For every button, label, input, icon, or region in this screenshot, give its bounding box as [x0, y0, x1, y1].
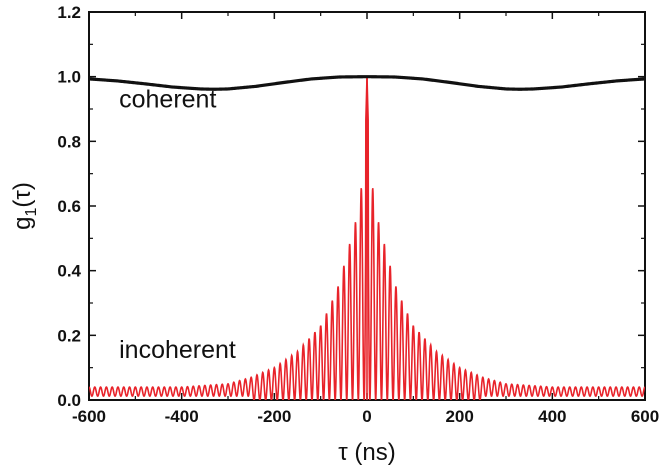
y-tick-label: 0.6: [57, 197, 81, 216]
y-tick-label: 1.0: [57, 68, 81, 87]
series-layer: [89, 75, 645, 400]
y-tick-label: 0.2: [57, 326, 81, 345]
y-axis-title: g1(τ): [9, 182, 40, 230]
y-tick-label: 0.4: [57, 262, 81, 281]
x-axis-title: τ (ns): [338, 439, 395, 466]
x-tick-label: 600: [631, 407, 659, 426]
x-tick-label: -400: [165, 407, 199, 426]
annotation-coherent: coherent: [119, 85, 216, 113]
y-tick-label: 0.0: [57, 391, 81, 410]
y-tick-label: 1.2: [57, 3, 81, 22]
x-axis-ticks: -600 -400 -200 0 200 400 600: [72, 12, 659, 426]
plot-area: -600 -400 -200 0 200 400 600 0.0 0.2 0.4 0.6 0.8 1.…: [57, 3, 659, 426]
x-tick-label: -200: [257, 407, 291, 426]
y-axis-title-base: g: [9, 217, 36, 230]
x-tick-label: 400: [538, 407, 566, 426]
y-axis-title-subscript: 1: [23, 208, 40, 217]
y-axis-ticks: 0.0 0.2 0.4 0.6 0.8 1.0 1.2: [57, 3, 645, 410]
x-tick-label: -600: [72, 407, 106, 426]
y-tick-label: 0.8: [57, 132, 81, 151]
annotation-incoherent: incoherent: [119, 336, 236, 364]
y-axis-title-argument: (τ): [9, 182, 36, 207]
x-tick-label: 0: [362, 407, 371, 426]
series-coherent-line: [89, 75, 645, 91]
x-tick-label: 200: [445, 407, 473, 426]
